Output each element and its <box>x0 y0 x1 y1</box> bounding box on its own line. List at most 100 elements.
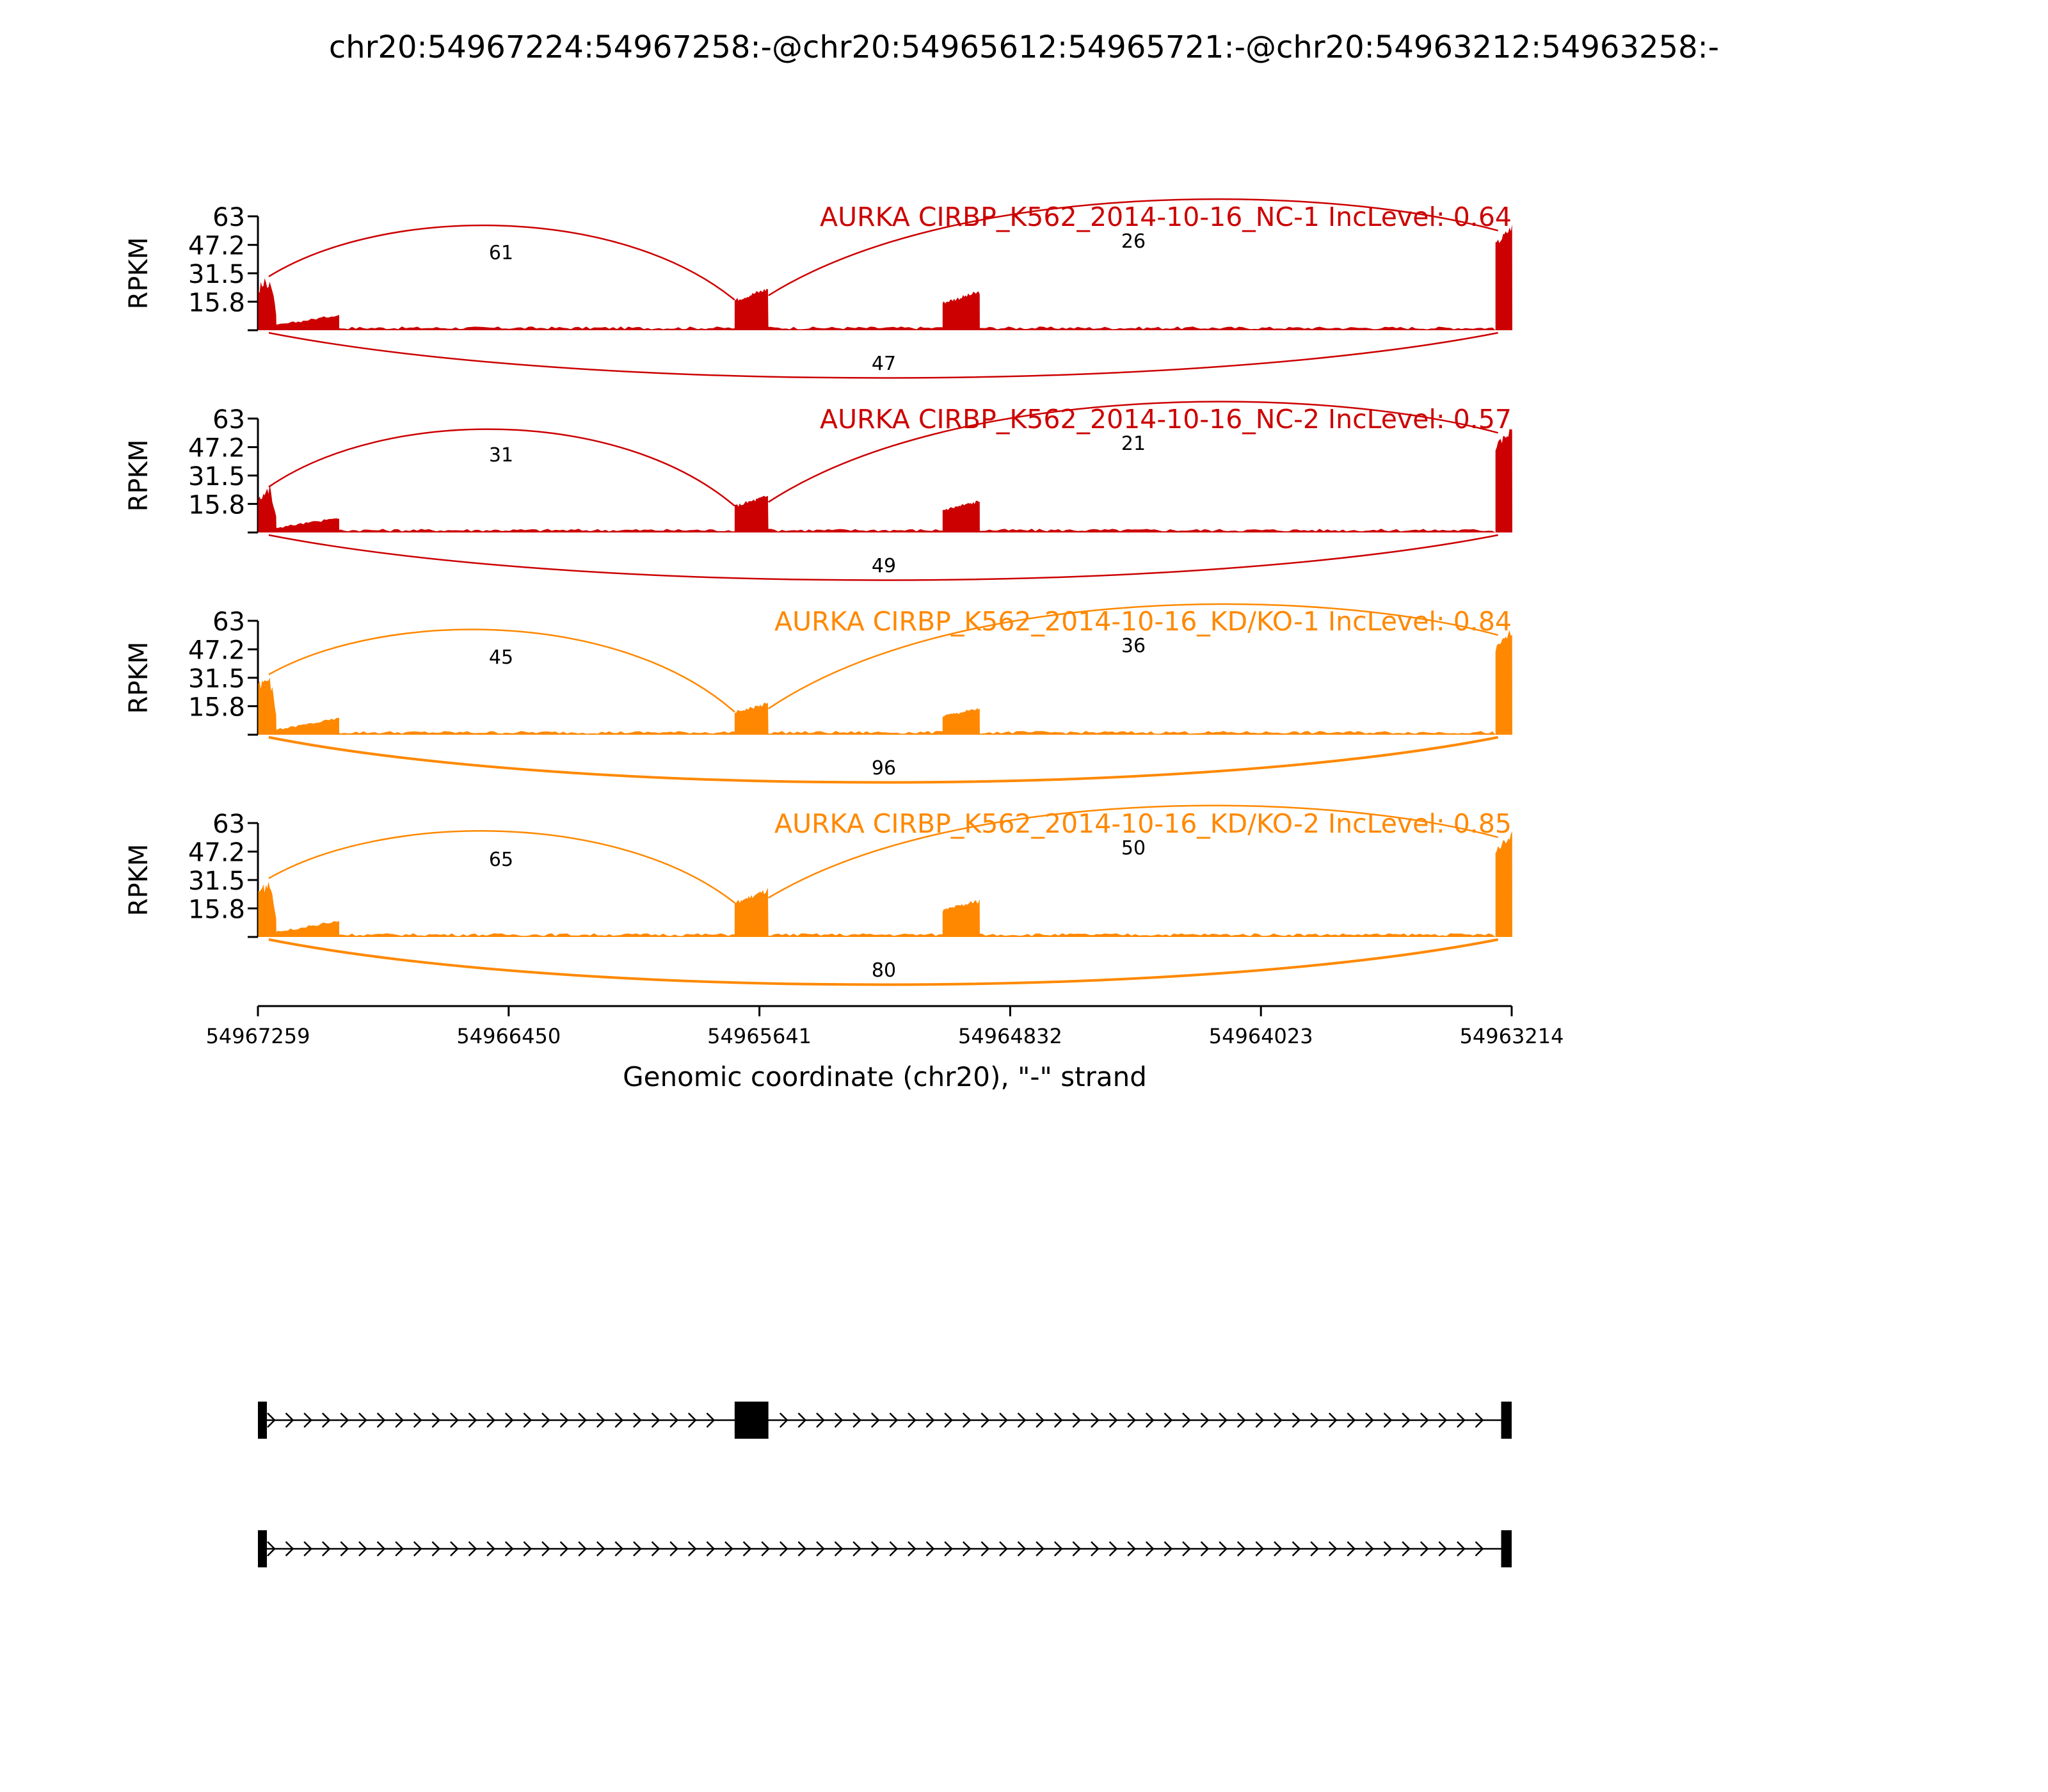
junction-count-box <box>856 552 912 577</box>
strand-arrow <box>1127 1412 1136 1428</box>
strand-arrow <box>1108 1412 1118 1428</box>
strand-arrow <box>797 1541 807 1556</box>
junction-count: 36 <box>1121 635 1146 657</box>
strand-arrow <box>980 1541 990 1556</box>
y-tick-label: 47.2 <box>188 838 245 868</box>
strand-arrow <box>651 1412 660 1428</box>
junction-arc <box>268 830 735 904</box>
strand-arrow <box>376 1412 386 1428</box>
strand-arrow <box>523 1541 532 1556</box>
x-tick-label: 54967259 <box>206 1024 310 1048</box>
strand-arrow <box>523 1412 532 1428</box>
strand-arrow <box>980 1412 990 1428</box>
strand-arrow <box>1310 1541 1319 1556</box>
coverage-bump <box>275 315 339 330</box>
junction-arc <box>268 736 1499 784</box>
isoform-exon <box>258 1530 267 1567</box>
y-tick-label: 47.2 <box>188 232 245 261</box>
y-tick-label: 15.8 <box>188 895 245 924</box>
strand-arrow <box>358 1412 367 1428</box>
isoform-exon <box>1501 1530 1512 1567</box>
strand-arrow <box>1091 1412 1100 1428</box>
strand-arrow <box>285 1541 294 1556</box>
coverage-exon-3 <box>942 500 980 532</box>
junction-count: 50 <box>1121 837 1146 860</box>
strand-arrow <box>1017 1412 1027 1428</box>
strand-arrow <box>889 1541 899 1556</box>
strand-arrow <box>1475 1541 1484 1556</box>
track-label: AURKA CIRBP_K562_2014-10-16_NC-2 IncLeve… <box>820 404 1512 435</box>
strand-arrow <box>1365 1412 1374 1428</box>
strand-arrow <box>1457 1541 1466 1556</box>
junction-count: 21 <box>1121 433 1146 455</box>
strand-arrow <box>413 1412 422 1428</box>
strand-arrow <box>1328 1412 1338 1428</box>
coverage-exon-1 <box>258 881 276 937</box>
track-1: 15.831.547.263 RPKM 61 26 47 AURKA CIRBP_K562… <box>124 198 1512 379</box>
strand-arrow <box>450 1541 459 1556</box>
strand-arrow <box>431 1412 441 1428</box>
coverage-background <box>271 933 1496 937</box>
junction-count: 31 <box>489 444 513 467</box>
strand-arrow <box>340 1412 349 1428</box>
y-tick-label: 31.5 <box>188 664 245 694</box>
strand-arrow <box>578 1541 587 1556</box>
coverage-exon-1 <box>258 484 276 532</box>
strand-arrow <box>816 1412 825 1428</box>
strand-arrow <box>870 1541 880 1556</box>
strand-arrow <box>834 1412 844 1428</box>
coverage-exon-2 <box>734 495 769 532</box>
strand-arrow <box>1438 1412 1448 1428</box>
junction-arc <box>268 332 1498 379</box>
junction-arc <box>767 603 1499 710</box>
strand-arrow <box>1420 1541 1429 1556</box>
strand-arrow <box>450 1412 459 1428</box>
junction-arc <box>767 401 1499 503</box>
strand-arrow <box>1219 1412 1228 1428</box>
strand-arrow <box>944 1541 953 1556</box>
strand-arrow <box>908 1412 916 1428</box>
x-tick-label: 54966450 <box>456 1024 561 1048</box>
strand-arrow <box>1255 1541 1265 1556</box>
strand-arrow <box>1438 1541 1448 1556</box>
strand-arrow <box>724 1541 733 1556</box>
junction-count: 96 <box>872 757 896 780</box>
junction-count-box <box>1105 430 1162 454</box>
strand-arrow <box>267 1541 276 1556</box>
strand-arrow <box>852 1541 861 1556</box>
strand-arrow <box>431 1541 441 1556</box>
strand-arrow <box>1145 1412 1155 1428</box>
junction-count: 80 <box>872 959 896 982</box>
strand-arrow <box>541 1541 550 1556</box>
strand-arrow <box>1182 1412 1191 1428</box>
strand-arrow <box>303 1412 312 1428</box>
strand-arrow <box>1164 1541 1173 1556</box>
coverage-exon-3 <box>942 291 980 330</box>
junction-arc <box>767 198 1499 296</box>
strand-arrow <box>1292 1541 1301 1556</box>
junction-count: 47 <box>872 353 896 375</box>
strand-arrow <box>559 1412 569 1428</box>
track-3: 15.831.547.263 RPKM 45 36 96 AURKA CIRBP_K562… <box>124 603 1512 784</box>
strand-arrow <box>1017 1541 1027 1556</box>
strand-arrow <box>1236 1541 1246 1556</box>
junction-arc <box>268 224 735 301</box>
junction-count: 26 <box>1121 230 1146 253</box>
strand-arrow <box>1164 1412 1173 1428</box>
y-tick-label: 31.5 <box>188 260 245 289</box>
coverage-exon-2 <box>734 888 769 937</box>
y-tick-label: 63 <box>212 405 245 435</box>
strand-arrow <box>1292 1412 1301 1428</box>
y-tick-label: 47.2 <box>188 636 245 666</box>
junction-count-box <box>473 442 529 466</box>
junction-count-box <box>473 846 529 870</box>
strand-arrow <box>1420 1412 1429 1428</box>
track-label: AURKA CIRBP_K562_2014-10-16_KD/KO-2 IncL… <box>774 808 1512 839</box>
coverage-exon-3 <box>942 899 980 937</box>
strand-arrow <box>1053 1541 1063 1556</box>
y-tick-label: 15.8 <box>188 490 245 520</box>
isoform-exon <box>1501 1402 1512 1439</box>
track-label: AURKA CIRBP_K562_2014-10-16_KD/KO-1 IncL… <box>774 606 1512 637</box>
strand-arrow <box>962 1412 972 1428</box>
